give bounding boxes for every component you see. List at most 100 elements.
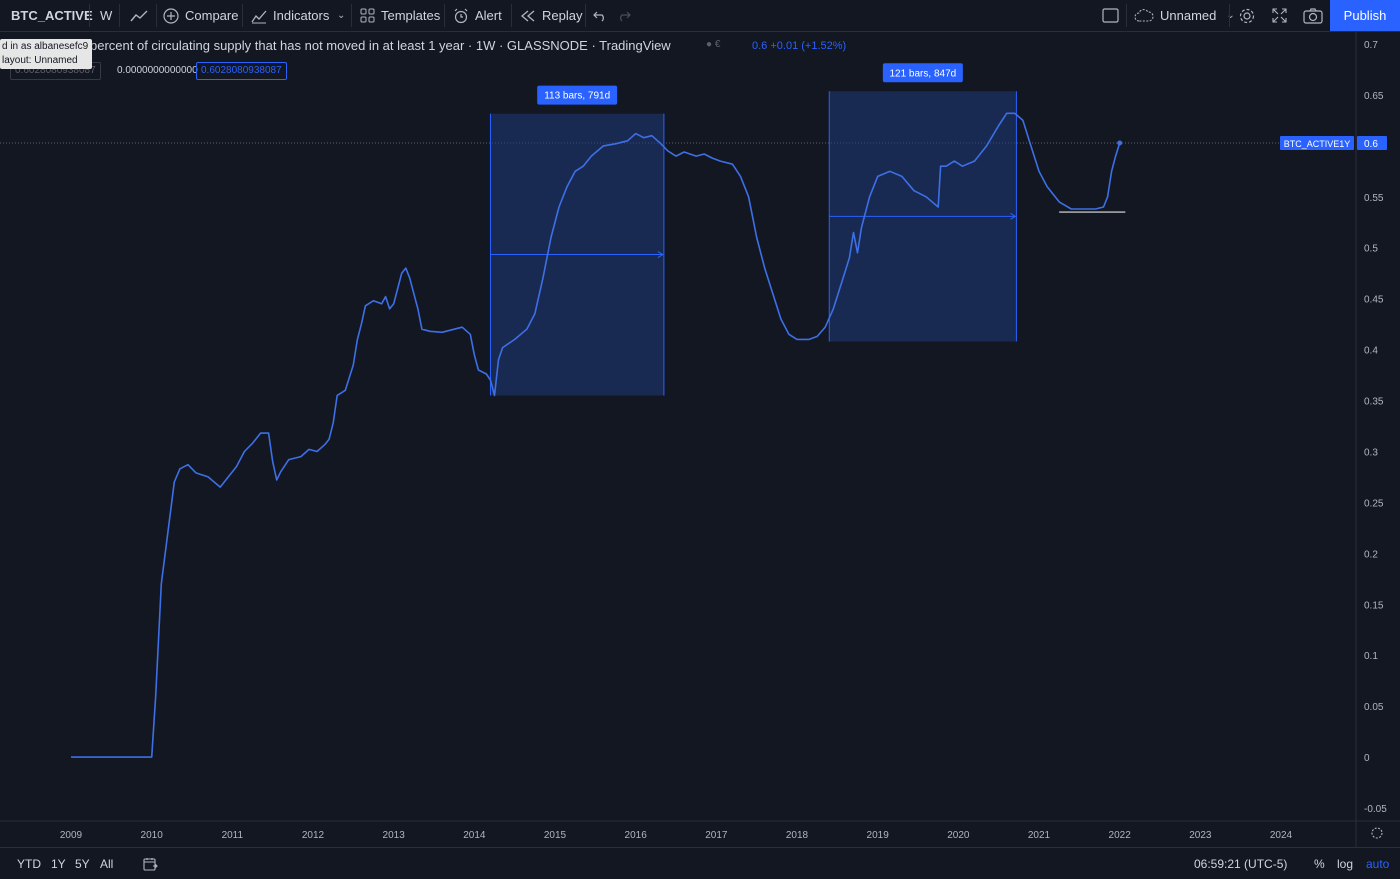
legend-value: 0.6 +0.01 (+1.52%) — [752, 40, 847, 52]
last-price-tag: BTC_ACTIVE1Y 0.6 — [1280, 136, 1387, 151]
date-range-arrow-head — [1010, 212, 1017, 220]
x-tick-label: 2023 — [1189, 830, 1212, 841]
y-tick-label: 0.05 — [1364, 702, 1384, 713]
x-tick-label: 2022 — [1109, 830, 1132, 841]
x-tick-label: 2010 — [141, 830, 164, 841]
rewind-icon — [520, 10, 535, 21]
x-tick-label: 2020 — [947, 830, 970, 841]
templates-grid-icon — [360, 8, 375, 23]
toolbar-divider — [351, 4, 352, 27]
snapshot-button[interactable] — [1303, 0, 1323, 31]
y-tick-label: 0.7 — [1364, 40, 1378, 51]
fullscreen-button[interactable] — [1272, 0, 1287, 31]
layout-name-label: Unnamed — [1160, 8, 1217, 23]
replay-button[interactable]: Replay — [520, 0, 582, 31]
square-layout-icon — [1102, 8, 1119, 23]
series-legend-title[interactable]: percent of circulating supply that has n… — [90, 38, 671, 53]
alert-button[interactable]: Alert — [453, 0, 502, 31]
x-tick-label: 2017 — [705, 830, 728, 841]
replay-label: Replay — [542, 8, 583, 23]
tooltip-line-2: layout: Unnamed — [2, 55, 78, 66]
time-axis[interactable]: 2009 2010 2011 2012 2013 2014 2015 2016 2017 2018… — [0, 820, 1400, 841]
x-tick-label: 2024 — [1270, 830, 1293, 841]
y-tick-label: 0.55 — [1364, 193, 1384, 204]
range-5y-button[interactable]: 5Y — [75, 856, 90, 871]
indicators-icon — [251, 10, 267, 23]
interval-label: W — [100, 8, 113, 23]
fullscreen-icon — [1272, 8, 1287, 23]
y-tick-label: 0.45 — [1364, 295, 1384, 306]
y-tick-label: -0.05 — [1364, 804, 1387, 815]
x-tick-label: 2015 — [544, 830, 567, 841]
legend-status-icon: ● € — [706, 39, 721, 50]
toolbar-divider — [1229, 4, 1230, 27]
date-range-label: 113 bars, 791d — [544, 91, 610, 102]
undo-button[interactable] — [593, 0, 607, 31]
redo-icon — [620, 11, 631, 21]
x-tick-label: 2013 — [383, 830, 406, 841]
layout-name-button[interactable]: Unnamed ⌄ — [1134, 0, 1235, 31]
x-tick-label: 2014 — [463, 830, 486, 841]
date-range-arrow-head — [657, 251, 664, 258]
axis-settings-gear-icon[interactable] — [1371, 827, 1383, 839]
date-range-measurements[interactable]: 113 bars, 791d 121 bars, 847d — [489, 63, 1126, 396]
series-name-tag-bg — [1280, 136, 1354, 151]
series-name-tag: BTC_ACTIVE1Y — [1284, 139, 1351, 149]
compare-button[interactable]: Compare — [163, 0, 238, 31]
y-tick-label: 0.5 — [1364, 244, 1378, 255]
indicators-label: Indicators — [273, 8, 330, 23]
legend-value-box-3: 0.6028080938087 — [196, 62, 287, 80]
redo-button[interactable] — [617, 0, 631, 31]
range-all-button[interactable]: All — [100, 856, 114, 871]
publish-button[interactable]: Publish — [1330, 0, 1400, 31]
y-tick-label: 0.65 — [1364, 91, 1384, 102]
percent-scale-toggle[interactable]: % — [1314, 856, 1325, 871]
date-range-1[interactable]: 113 bars, 791d — [489, 85, 665, 396]
x-tick-label: 2018 — [786, 830, 809, 841]
indicators-button[interactable]: Indicators — [251, 0, 329, 31]
indicators-dropdown-chevron-icon[interactable]: ⌄ — [337, 10, 346, 21]
settings-button[interactable] — [1238, 0, 1256, 31]
layout-select-button[interactable] — [1102, 0, 1119, 31]
gear-icon — [1239, 8, 1255, 23]
range-ytd-button[interactable]: YTD — [17, 856, 41, 871]
date-range-2[interactable]: 121 bars, 847d — [828, 63, 1017, 342]
x-tick-label: 2012 — [302, 830, 325, 841]
toolbar-divider — [511, 4, 512, 27]
line-chart-icon — [130, 10, 148, 21]
auto-scale-toggle[interactable]: auto — [1366, 856, 1390, 871]
date-range-label-bg — [882, 63, 963, 83]
toolbar-divider — [242, 4, 243, 27]
x-tick-label: 2016 — [625, 830, 648, 841]
compare-label: Compare — [185, 8, 239, 23]
top-toolbar: BTC_ACTIVE W Compare Indicators ⌄ Templa… — [0, 0, 1400, 32]
toolbar-divider — [119, 4, 120, 27]
y-tick-label: 0.4 — [1364, 346, 1378, 357]
series-line-group — [71, 112, 1123, 758]
templates-button[interactable]: Templates — [360, 0, 440, 31]
goto-date-button[interactable] — [143, 848, 158, 879]
symbol-label: BTC_ACTIVE — [11, 8, 93, 23]
y-tick-label: 0.35 — [1364, 397, 1384, 408]
chart-type-button[interactable] — [130, 0, 148, 31]
date-range-label: 121 bars, 847d — [889, 68, 956, 79]
price-axis[interactable]: 0.7 0.65 0.6 0.55 0.5 0.45 0.4 0.35 0.3 0.25 0.2 0.… — [1355, 31, 1387, 847]
interval-button[interactable]: W — [100, 0, 112, 31]
y-tick-label: 0.25 — [1364, 498, 1384, 509]
clock-timezone[interactable]: 06:59:21 (UTC-5) — [1194, 856, 1288, 871]
camera-icon — [1303, 7, 1323, 24]
toolbar-divider — [89, 4, 90, 27]
range-1y-button[interactable]: 1Y — [51, 856, 66, 871]
chart-canvas[interactable]: 113 bars, 791d 121 bars, 847d 0.7 0.65 0.60… — [0, 0, 1400, 847]
legend-value-box-2: 0.0000000000000 — [117, 65, 198, 76]
log-scale-toggle[interactable]: log — [1337, 856, 1354, 871]
y-tick-label: 0.1 — [1364, 651, 1378, 662]
undo-icon — [593, 11, 604, 21]
login-tooltip: d in as albanesefc9 layout: Unnamed — [0, 39, 93, 69]
tooltip-line-1: d in as albanesefc9 — [2, 41, 89, 52]
series-line — [71, 112, 1121, 758]
toolbar-divider — [156, 4, 157, 27]
date-range-label-bg — [537, 85, 618, 105]
y-tick-label: 0.15 — [1364, 600, 1384, 611]
symbol-search-button[interactable]: BTC_ACTIVE — [11, 0, 93, 31]
